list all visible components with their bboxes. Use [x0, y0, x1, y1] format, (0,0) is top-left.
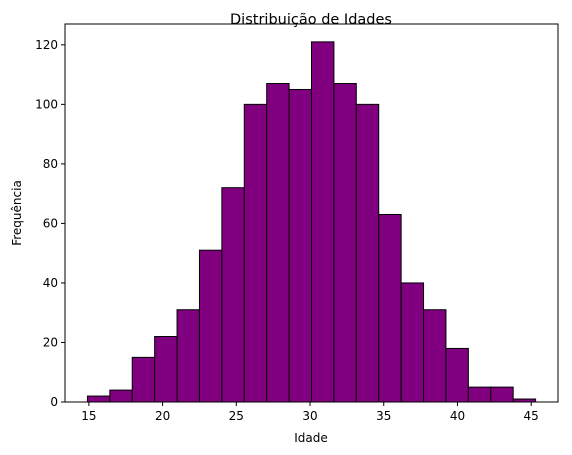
histogram-bar — [378, 213, 402, 403]
histogram-bar — [423, 309, 447, 403]
histogram-bar — [467, 386, 492, 403]
histogram-bar — [355, 103, 380, 403]
histogram-bar — [266, 83, 290, 403]
x-tick-label: 15 — [81, 409, 96, 423]
histogram-bar — [221, 187, 245, 403]
histogram-bar — [198, 249, 223, 403]
y-tick-label: 0 — [50, 395, 58, 409]
histogram-bar — [86, 395, 111, 403]
histogram-bar — [445, 347, 469, 403]
x-tick-label: 40 — [450, 409, 465, 423]
y-tick-label: 120 — [35, 38, 58, 52]
histogram-bar — [311, 41, 335, 403]
x-tick-label: 30 — [302, 409, 317, 423]
histogram-bar — [400, 282, 425, 403]
chart-title: Distribuição de Idades — [230, 12, 392, 28]
x-tick-label: 25 — [229, 409, 244, 423]
histogram-bar — [490, 386, 514, 403]
y-tick-label: 80 — [43, 157, 58, 171]
y-tick-label: 40 — [43, 276, 58, 290]
histogram-bar — [176, 309, 200, 403]
x-tick-label: 35 — [376, 409, 391, 423]
histogram-bar — [288, 88, 313, 403]
histogram-bar — [333, 83, 357, 403]
x-axis-ticks: 15 20 25 30 35 40 45 — [81, 402, 539, 423]
y-tick-label: 100 — [35, 97, 58, 111]
x-axis-label: Idade — [294, 431, 328, 445]
y-axis-ticks: 0 20 40 60 80 100 120 — [35, 38, 65, 409]
histogram-bar — [131, 356, 156, 403]
y-tick-label: 20 — [43, 335, 58, 349]
histogram-bar — [154, 336, 178, 403]
bars-group — [86, 41, 537, 403]
plot-frame — [64, 23, 559, 403]
histogram-bar — [243, 103, 268, 403]
x-tick-label: 45 — [524, 409, 539, 423]
y-tick-label: 60 — [43, 216, 58, 230]
histogram-bar — [109, 389, 133, 403]
y-axis-label: Frequência — [10, 180, 24, 246]
x-tick-label: 20 — [155, 409, 170, 423]
